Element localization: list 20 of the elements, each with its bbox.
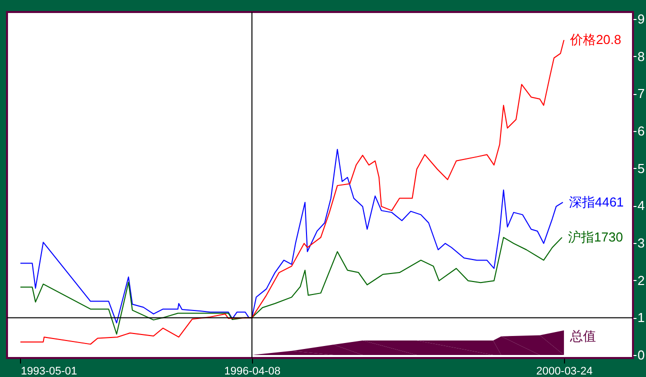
y-tick-label: 7 (638, 86, 645, 102)
line-series (20, 236, 563, 335)
y-tick-label: 2 (638, 272, 645, 288)
y-tick-label: 1 (638, 310, 645, 326)
series-label: 总值 (568, 328, 596, 344)
line-series (20, 148, 564, 324)
y-tick-label: 5 (638, 160, 645, 176)
y-tick-label: 3 (638, 236, 645, 251)
y-tick-label: 0 (638, 348, 645, 363)
y-tick-label: 9 (638, 12, 645, 27)
y-tick-label: 8 (638, 48, 645, 64)
x-tick-label: 2000-03-24 (536, 366, 593, 377)
y-tick-label: 4 (638, 198, 645, 214)
line-series (20, 39, 564, 345)
x-tick-label: 1993-05-01 (20, 366, 78, 377)
x-tick-label: 1996-04-08 (224, 366, 281, 377)
series-label: 价格20.8 (568, 32, 622, 47)
series-label: 沪指1730 (568, 229, 623, 244)
y-tick-label: 6 (638, 124, 645, 139)
series-label: 深指4461 (568, 194, 624, 210)
